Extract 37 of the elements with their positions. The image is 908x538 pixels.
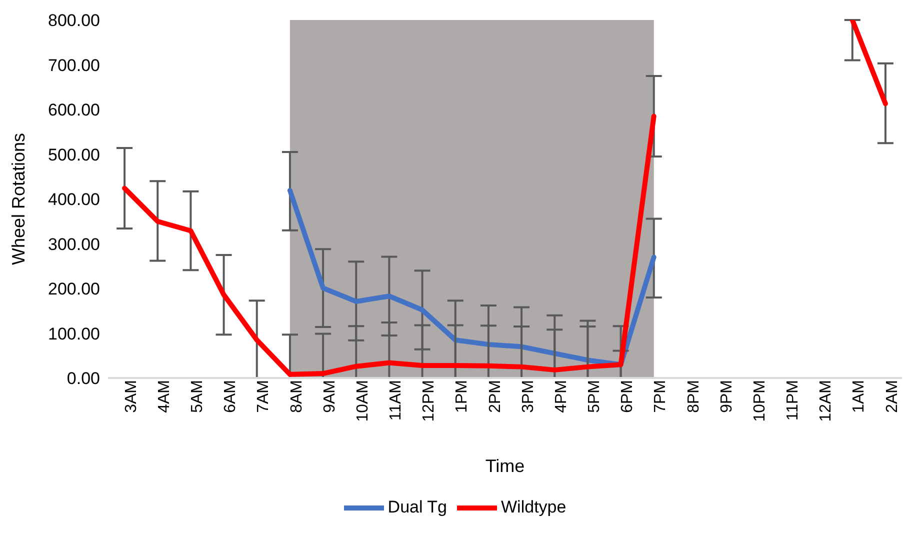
x-tick-label: 4AM	[156, 380, 173, 413]
x-tick-label: 10AM	[354, 380, 372, 422]
x-tick-label: 3AM	[122, 380, 140, 413]
y-axis-title: Wheel Rotations	[8, 132, 28, 266]
x-tick-label: 5AM	[189, 380, 206, 413]
y-tick-label: 700.00	[48, 56, 100, 75]
x-tick-label: 7AM	[255, 380, 272, 413]
x-tick-label: 1AM	[850, 380, 868, 413]
y-tick-label: 300.00	[48, 234, 100, 254]
y-tick-label: 600.00	[48, 100, 100, 120]
x-tick-label: 4PM	[552, 380, 570, 413]
x-tick-label: 9PM	[718, 380, 736, 413]
y-tick-label: 400.00	[48, 190, 100, 210]
y-tick-label: 800.00	[48, 11, 100, 30]
x-tick-label: 3PM	[520, 380, 537, 413]
y-tick-label: 500.00	[48, 145, 100, 164]
x-tick-label: 6PM	[619, 380, 636, 413]
x-tick-label: 12PM	[420, 380, 438, 422]
x-tick-label: 11AM	[388, 380, 405, 421]
x-tick-label: 2PM	[486, 380, 504, 413]
legend-label: Dual Tg	[388, 497, 448, 516]
x-tick-label: 8PM	[685, 380, 702, 413]
x-tick-label: 6AM	[222, 380, 240, 413]
x-tick-label: 11PM	[784, 380, 802, 421]
x-tick-label: 2AM	[884, 380, 901, 413]
x-tick-label: 8AM	[288, 380, 306, 413]
x-axis-title: Time	[485, 456, 525, 476]
x-tick-label: 10PM	[751, 380, 768, 422]
x-tick-label: 12AM	[818, 380, 835, 422]
x-tick-label: 1PM	[454, 380, 471, 413]
x-tick-label: 9AM	[321, 380, 338, 413]
x-tick-label: 5PM	[586, 380, 604, 413]
y-tick-label: 100.00	[48, 324, 100, 344]
y-tick-label: 200.00	[48, 280, 100, 299]
x-tick-label: 7PM	[652, 380, 670, 413]
legend-label: Wildtype	[501, 497, 566, 516]
y-tick-label: 0.00	[66, 369, 100, 388]
